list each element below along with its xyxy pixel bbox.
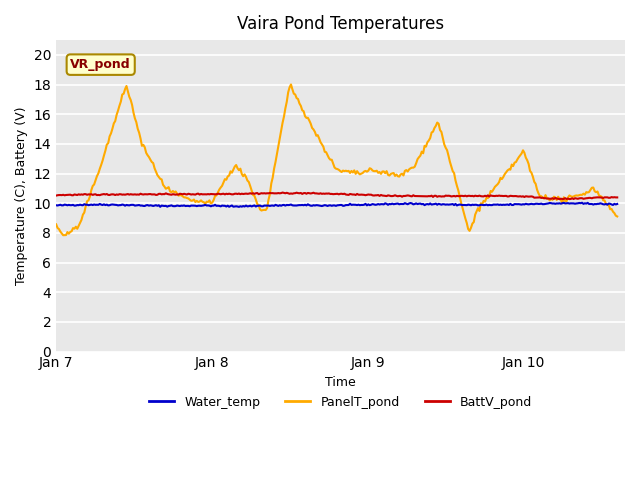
Text: VR_pond: VR_pond [70,58,131,71]
X-axis label: Time: Time [325,376,356,389]
Y-axis label: Temperature (C), Battery (V): Temperature (C), Battery (V) [15,107,28,285]
Title: Vaira Pond Temperatures: Vaira Pond Temperatures [237,15,444,33]
Legend: Water_temp, PanelT_pond, BattV_pond: Water_temp, PanelT_pond, BattV_pond [145,391,537,414]
